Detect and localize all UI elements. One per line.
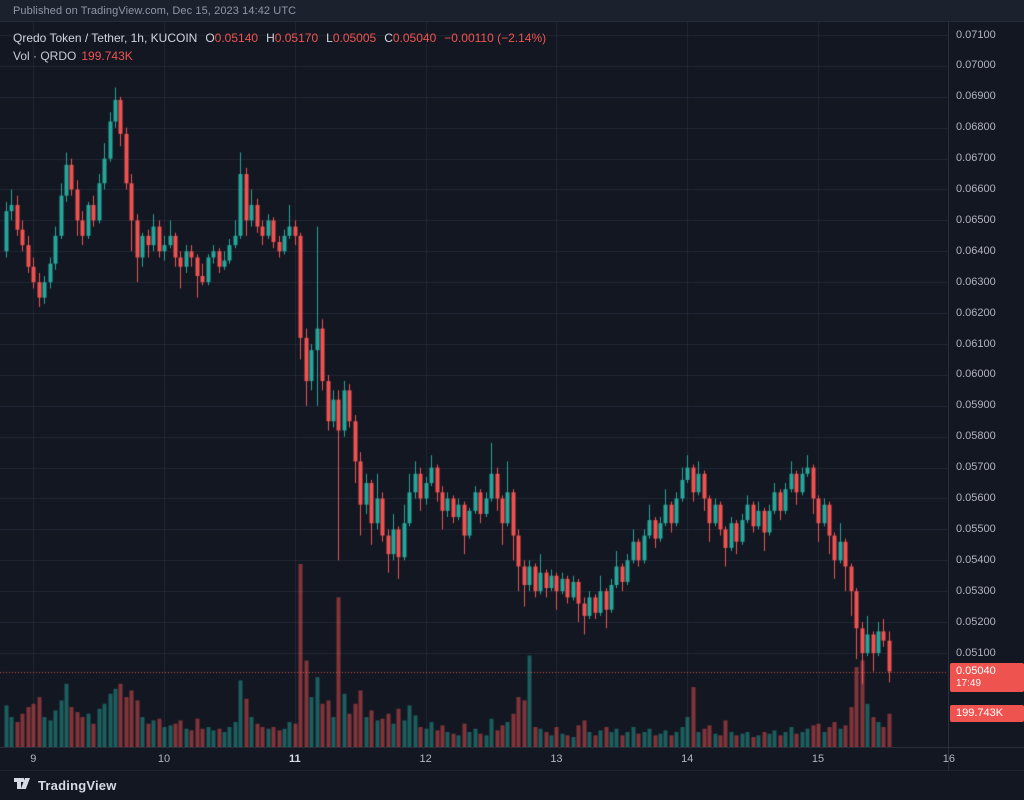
price-axis-label: 0.05300 bbox=[956, 584, 996, 597]
price-axis-label: 0.06400 bbox=[956, 244, 996, 257]
footer-bar: TradingView bbox=[0, 770, 1024, 800]
ohlc-value: 0.05170 bbox=[274, 31, 319, 45]
chart-legend: Qredo Token / Tether, 1h, KUCOIN O0.05140… bbox=[13, 29, 546, 65]
price-axis-label: 0.06700 bbox=[956, 152, 996, 165]
price-axis-label: 0.05200 bbox=[956, 615, 996, 628]
price-axis-border bbox=[948, 22, 949, 770]
chart-area: Qredo Token / Tether, 1h, KUCOIN O0.05140… bbox=[0, 22, 1024, 747]
time-axis-label: 9 bbox=[30, 753, 37, 765]
change-value: −0.00110 (−2.14%) bbox=[444, 31, 547, 45]
price-axis-label: 0.06200 bbox=[956, 306, 996, 319]
price-axis[interactable]: 0.05040 17:49 199.743K 0.07100 0.07000 0.0… bbox=[949, 22, 1024, 747]
volume-badge-value: 199.743K bbox=[956, 706, 1004, 719]
ohlc-letter: C bbox=[384, 31, 393, 45]
price-axis-label: 0.07100 bbox=[956, 28, 996, 41]
time-axis-label: 11 bbox=[289, 753, 301, 765]
price-axis-label: 0.05500 bbox=[956, 522, 996, 535]
ohlc-values: O0.05140 H0.05170 L0.05005 C0.05040 bbox=[197, 31, 436, 45]
ohlc-letter: L bbox=[326, 31, 333, 45]
price-axis-label: 0.05400 bbox=[956, 553, 996, 566]
time-axis-label: 10 bbox=[157, 753, 171, 765]
price-axis-label: 0.05800 bbox=[956, 430, 996, 443]
price-axis-label: 0.06000 bbox=[956, 368, 996, 381]
time-axis-label: 15 bbox=[811, 753, 825, 765]
last-price-badge: 0.05040 17:49 bbox=[950, 662, 1024, 692]
volume-label: Vol · QRDO bbox=[13, 49, 77, 63]
ohlc-letter: H bbox=[266, 31, 275, 45]
price-axis-label: 0.06600 bbox=[956, 183, 996, 195]
price-axis-label: 0.06500 bbox=[956, 213, 996, 226]
price-axis-label: 0.06900 bbox=[956, 90, 996, 103]
candlestick-chart-canvas[interactable] bbox=[0, 22, 948, 747]
last-price-value: 0.05040 bbox=[956, 664, 996, 677]
price-axis-label: 0.05700 bbox=[956, 461, 996, 474]
tradingview-logo-icon[interactable] bbox=[13, 774, 31, 797]
price-axis-label: 0.06300 bbox=[956, 275, 996, 288]
time-axis-label: 14 bbox=[681, 753, 694, 765]
time-axis-label: 12 bbox=[419, 753, 432, 765]
price-axis-label: 0.06100 bbox=[956, 337, 996, 350]
brand-wordmark[interactable]: TradingView bbox=[38, 778, 117, 793]
time-axis-label: 16 bbox=[942, 753, 955, 765]
price-axis-label: 0.06800 bbox=[956, 121, 996, 134]
price-axis-label: 0.05100 bbox=[956, 646, 996, 659]
bar-countdown: 17:49 bbox=[956, 677, 982, 689]
legend-symbol-row: Qredo Token / Tether, 1h, KUCOIN O0.05140… bbox=[13, 29, 546, 47]
legend-volume-row: Vol · QRDO 199.743K bbox=[13, 47, 546, 65]
published-text: Published on TradingView.com, Dec 15, 20… bbox=[13, 4, 297, 17]
volume-badge: 199.743K bbox=[950, 704, 1024, 722]
volume-value: 199.743K bbox=[81, 49, 133, 63]
ohlc-value: 0.05040 bbox=[392, 31, 437, 45]
price-axis-label: 0.05600 bbox=[956, 492, 996, 504]
ohlc-letter: O bbox=[205, 31, 215, 45]
published-bar: Published on TradingView.com, Dec 15, 20… bbox=[0, 0, 1024, 22]
time-axis-label: 13 bbox=[550, 753, 563, 765]
time-axis[interactable]: 9 10 11 12 13 14 15 16 bbox=[0, 747, 1024, 770]
price-axis-label: 0.05900 bbox=[956, 399, 996, 412]
symbol-title[interactable]: Qredo Token / Tether, 1h, KUCOIN bbox=[13, 31, 198, 45]
ohlc-value: 0.05005 bbox=[332, 31, 377, 45]
ohlc-value: 0.05140 bbox=[214, 31, 259, 45]
price-axis-label: 0.07000 bbox=[956, 59, 996, 72]
